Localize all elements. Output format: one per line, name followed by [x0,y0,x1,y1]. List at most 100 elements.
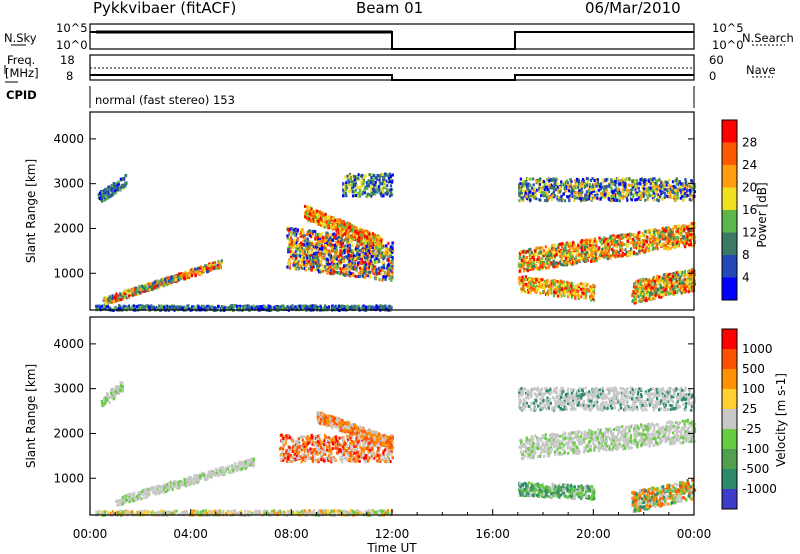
power-cell [303,236,306,240]
power-cell [309,219,312,223]
power-cell [369,241,373,245]
power-cell [191,267,194,271]
power-cell [627,183,630,187]
power-cell [374,184,377,188]
power-cell [523,181,526,185]
power-cell [317,211,320,215]
power-cell [594,182,597,186]
power-cell [372,305,375,309]
power-cell [114,189,117,193]
power-cell [585,198,589,202]
power-cell [545,196,549,200]
power-cell [380,187,383,191]
power-cell [624,248,627,252]
power-cell [310,245,313,249]
power-cell [194,306,197,310]
power-cell [371,179,375,183]
power-cell [690,230,693,234]
power-cell [610,178,613,182]
power-cell [623,243,626,247]
power-cell [690,186,693,190]
power-cell [370,232,373,236]
power-cell [384,253,387,257]
power-cell [183,276,186,280]
power-cell [119,293,122,297]
power-cell [184,270,187,274]
power-cell [110,300,113,304]
power-cell [145,304,149,308]
power-cell [108,295,111,299]
power-cell [354,257,357,261]
power-cell [301,306,305,310]
power-cell [613,192,617,196]
power-cell [683,243,686,247]
power-cell [647,179,651,183]
power-cell [638,181,641,185]
power-cell [573,197,576,201]
power-cell [388,262,391,266]
power-cell [559,188,563,192]
power-cell [374,306,377,310]
power-cell [124,289,127,293]
power-cell [520,186,523,190]
power-cell [317,222,320,226]
power-cell [357,232,360,236]
power-cell [657,184,660,188]
power-cell [205,270,209,274]
power-cell [641,249,644,253]
power-cell [380,193,383,197]
power-cell [363,234,366,238]
power-cell [362,246,365,250]
power-cell [328,267,331,271]
power-cell [364,246,367,250]
power-cell [658,229,661,233]
power-cell [330,223,334,227]
power-cell [549,186,552,190]
power-cell [292,252,295,256]
power-cell [109,192,112,196]
power-cell [128,294,131,298]
power-cell [350,182,353,186]
power-cell [681,182,684,186]
power-cell [381,246,384,250]
power-cell [341,247,344,251]
power-cell [99,305,102,309]
power-cell [366,192,370,196]
power-cell [532,183,535,187]
power-cell [351,180,354,184]
power-cell [518,252,522,256]
power-cell [321,215,325,219]
power-cell [365,270,368,274]
power-cell [117,296,120,300]
power-cell [540,194,543,198]
power-cell [665,246,668,250]
power-cell [299,233,302,237]
power-cell [342,245,345,249]
power-cell [529,268,532,272]
power-cell [363,244,366,248]
power-cell [325,240,328,244]
power-cell [577,244,580,248]
power-cell [388,180,392,184]
power-cell [300,243,303,247]
power-cell [580,191,584,195]
power-cell [557,188,560,192]
power-cell [548,177,551,181]
power-cell [520,196,523,200]
power-cell [319,260,322,264]
power-cell [360,179,364,183]
power-cell [110,193,113,197]
power-cell [346,174,349,178]
power-cell [589,178,593,182]
power-cell [360,174,364,178]
power-cell [351,307,354,311]
power-cell [258,307,261,311]
power-cell [646,197,649,201]
power-cell [318,260,321,264]
power-cell [277,305,280,309]
power-cell [306,253,309,257]
freq-tick-high: 18 [60,53,75,67]
power-cell [123,296,126,300]
power-cell [389,184,393,188]
power-cell [332,272,335,276]
